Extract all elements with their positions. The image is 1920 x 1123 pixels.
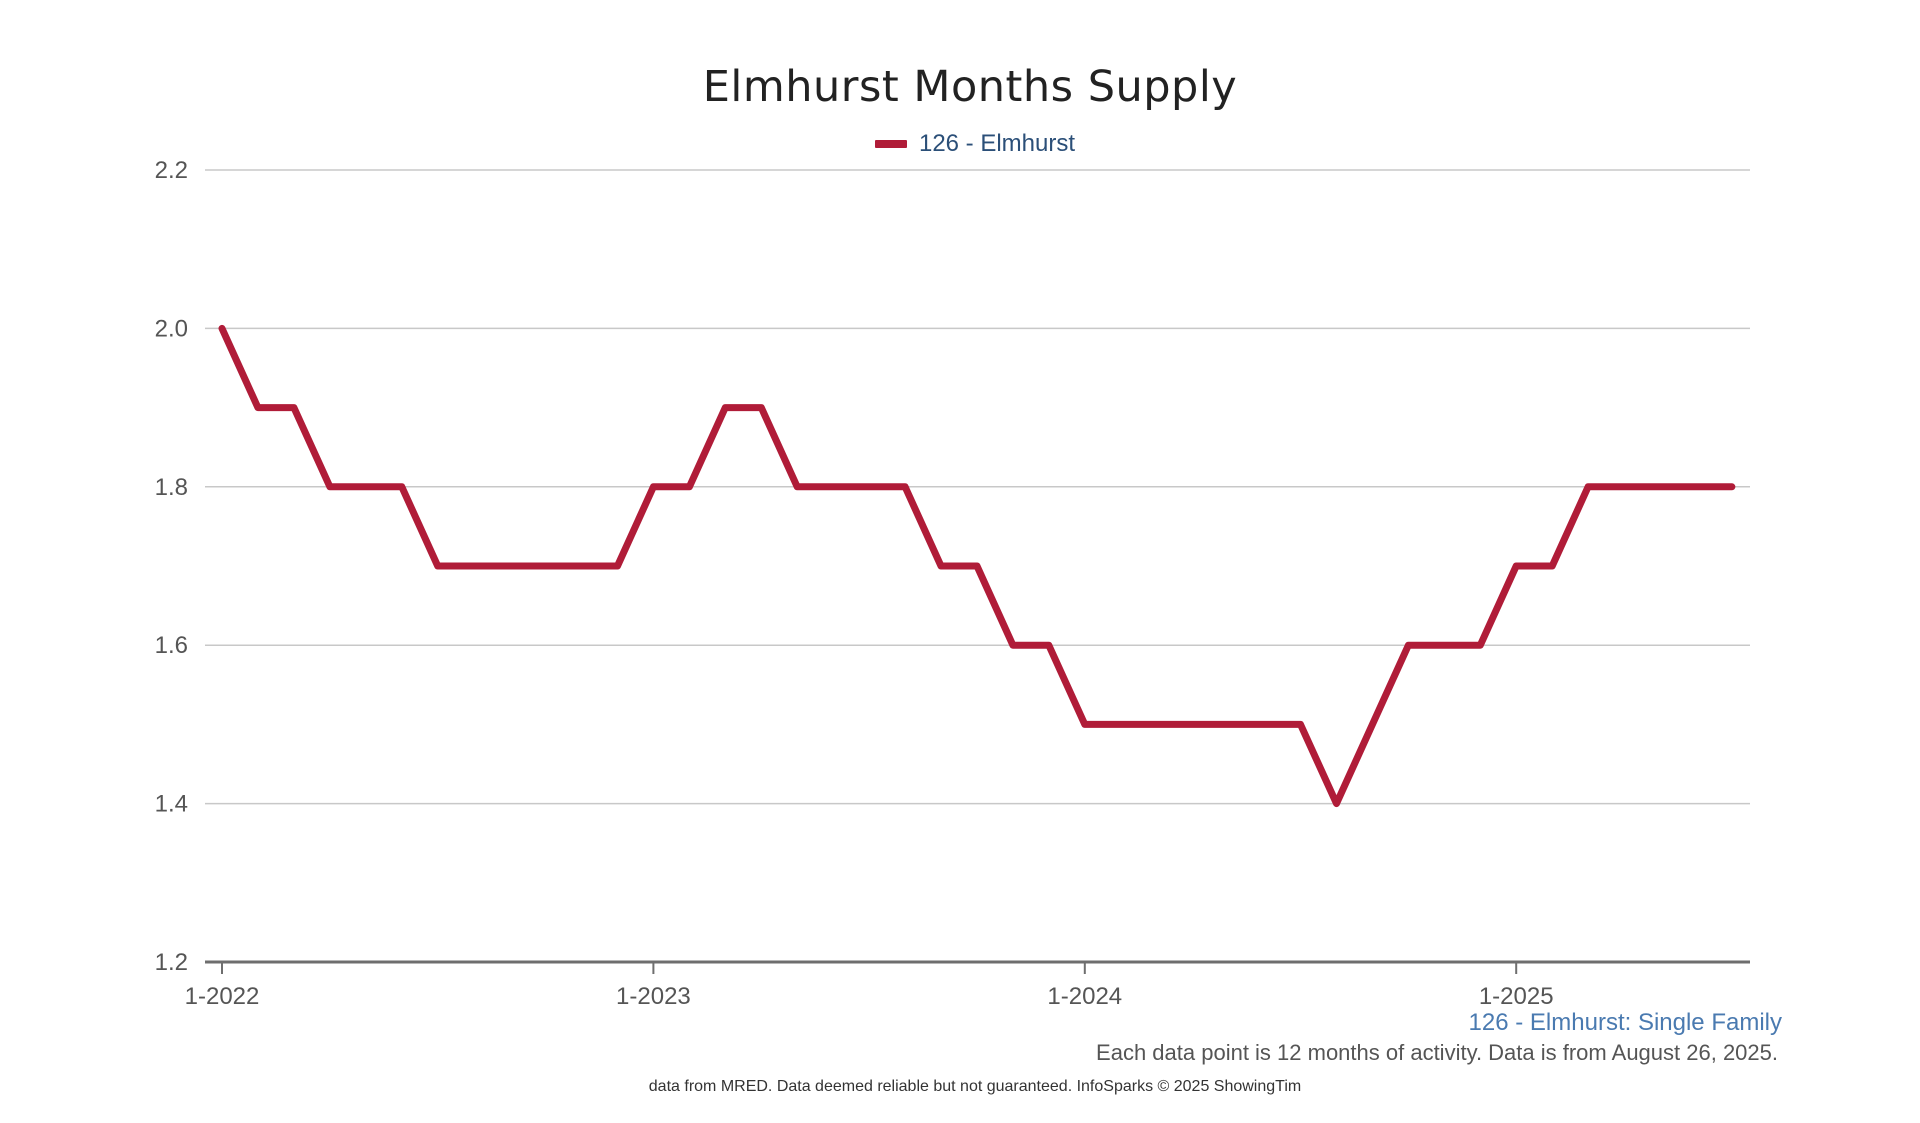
- data-note: Each data point is 12 months of activity…: [1096, 1040, 1778, 1065]
- data-point[interactable]: [321, 478, 339, 496]
- data-point[interactable]: [1076, 715, 1094, 733]
- data-point[interactable]: [285, 399, 303, 417]
- x-tick-label: 1-2022: [185, 983, 260, 1010]
- legend[interactable]: 126 - Elmhurst: [0, 130, 1920, 158]
- data-point[interactable]: [1363, 715, 1381, 733]
- y-tick-label: 1.4: [155, 791, 188, 818]
- data-point[interactable]: [537, 557, 555, 575]
- data-point[interactable]: [1687, 478, 1705, 496]
- data-point[interactable]: [1292, 715, 1310, 733]
- series-caption[interactable]: 126 - Elmhurst: Single Family: [1468, 1009, 1782, 1036]
- data-point[interactable]: [1471, 636, 1489, 654]
- source-attribution: data from MRED. Data deemed reliable but…: [648, 1078, 1302, 1095]
- data-point[interactable]: [1256, 715, 1274, 733]
- data-point[interactable]: [1615, 478, 1633, 496]
- data-point[interactable]: [860, 478, 878, 496]
- series-line-elmhurst[interactable]: [218, 324, 1736, 808]
- y-tick-label: 2.0: [155, 315, 188, 342]
- data-point[interactable]: [680, 478, 698, 496]
- y-tick-label: 2.2: [155, 157, 188, 184]
- x-tick-label: 1-2023: [616, 983, 691, 1010]
- data-point[interactable]: [1040, 636, 1058, 654]
- data-point[interactable]: [968, 557, 986, 575]
- series-layer: [213, 319, 1741, 813]
- data-point[interactable]: [896, 478, 914, 496]
- data-point[interactable]: [1184, 715, 1202, 733]
- data-point[interactable]: [1399, 636, 1417, 654]
- y-tick-label: 1.2: [155, 949, 188, 976]
- data-point[interactable]: [608, 557, 626, 575]
- y-axis-labels: 1.2 1.4 1.6 1.8 2.0 2.2: [155, 157, 188, 976]
- data-point[interactable]: [1543, 557, 1561, 575]
- data-point[interactable]: [393, 478, 411, 496]
- data-point[interactable]: [752, 399, 770, 417]
- legend-label[interactable]: 126 - Elmhurst: [918, 130, 1076, 157]
- data-point[interactable]: [501, 557, 519, 575]
- data-point[interactable]: [429, 557, 447, 575]
- data-point[interactable]: [1651, 478, 1669, 496]
- data-point[interactable]: [932, 557, 950, 575]
- data-point[interactable]: [1723, 478, 1741, 496]
- y-tick-label: 1.6: [155, 632, 188, 659]
- data-point[interactable]: [213, 319, 231, 337]
- chart-title: Elmhurst Months Supply: [702, 62, 1238, 112]
- data-point[interactable]: [357, 478, 375, 496]
- data-point[interactable]: [716, 399, 734, 417]
- data-point[interactable]: [1579, 478, 1597, 496]
- data-point[interactable]: [824, 478, 842, 496]
- y-tick-label: 1.8: [155, 474, 188, 501]
- data-point[interactable]: [465, 557, 483, 575]
- data-point[interactable]: [1148, 715, 1166, 733]
- data-point[interactable]: [1004, 636, 1022, 654]
- grid-lines: [205, 169, 1750, 805]
- x-tick-label: 1-2025: [1479, 983, 1554, 1010]
- data-point[interactable]: [1220, 715, 1238, 733]
- x-axis-labels: 1-2022 1-2023 1-2024 1-2025: [185, 962, 1554, 1010]
- legend-swatch: [874, 140, 907, 148]
- data-point[interactable]: [1327, 795, 1345, 813]
- data-point[interactable]: [573, 557, 591, 575]
- data-point[interactable]: [644, 478, 662, 496]
- data-point[interactable]: [1507, 557, 1525, 575]
- x-tick-label: 1-2024: [1047, 983, 1122, 1010]
- data-point[interactable]: [1112, 715, 1130, 733]
- data-point[interactable]: [249, 399, 267, 417]
- data-point[interactable]: [788, 478, 806, 496]
- data-point[interactable]: [1435, 636, 1453, 654]
